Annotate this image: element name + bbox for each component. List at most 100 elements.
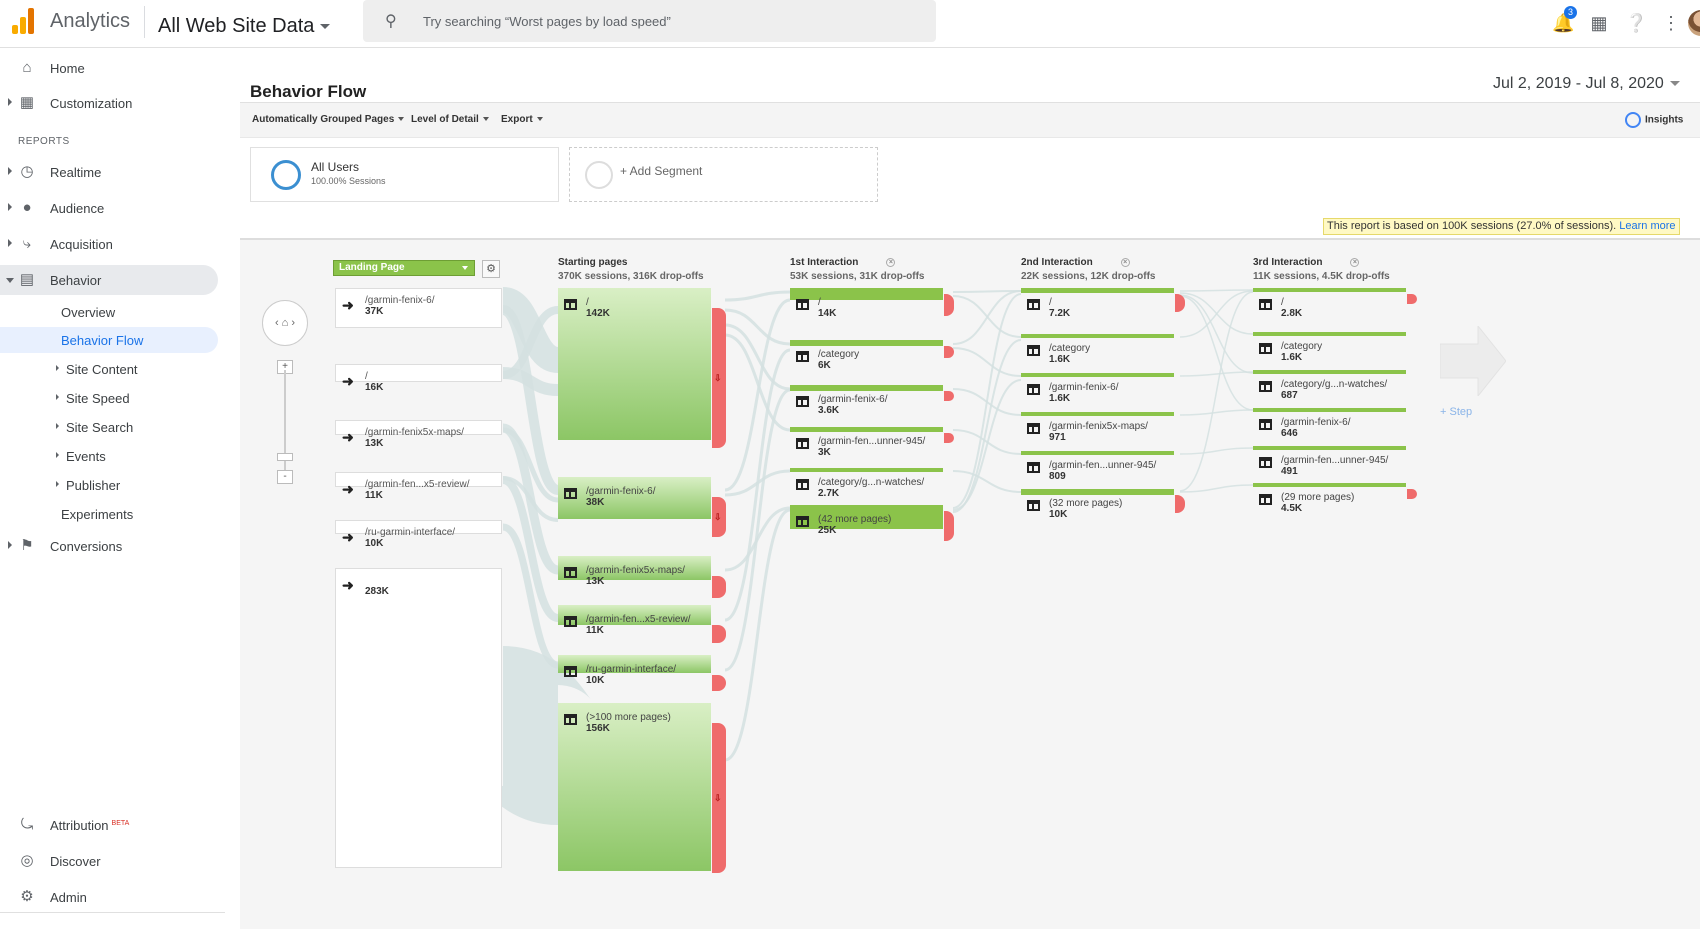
page-node[interactable]: (32 more pages) 10K (1021, 489, 1174, 523)
nav-attribution[interactable]: ⤿ Attribution BETA (0, 810, 218, 840)
pan-home-control[interactable]: ‹ ⌂ › (262, 300, 308, 346)
drop-off-bar[interactable] (712, 625, 726, 643)
page-node[interactable]: /garmin-fenix5x-maps/13K (558, 556, 711, 587)
page-node[interactable]: /142K (558, 288, 711, 440)
sub-events[interactable]: Events (0, 443, 218, 469)
close-icon[interactable]: × (886, 257, 896, 267)
page-node[interactable]: /garmin-fen...unner-945/3K (790, 427, 943, 461)
insights-button[interactable]: Insights (1625, 112, 1683, 128)
drop-off-bar[interactable]: ⇩ (712, 497, 726, 537)
apps-grid-icon[interactable]: ▦ (1590, 13, 1608, 33)
page-node[interactable]: /garmin-fenix5x-maps/971 (1021, 412, 1174, 446)
gear-icon[interactable]: ⚙ (482, 260, 500, 278)
close-icon[interactable]: × (1120, 257, 1130, 267)
page-node[interactable]: /category 6K (790, 340, 943, 374)
search-input[interactable] (423, 10, 923, 32)
sub-behavior-flow[interactable]: Behavior Flow (0, 327, 218, 353)
add-step-label[interactable]: + Step (1440, 406, 1473, 418)
nav-acquisition[interactable]: ⤷ Acquisition (0, 229, 218, 259)
drop-off-bar[interactable] (1175, 495, 1185, 513)
sub-site-speed[interactable]: Site Speed (0, 385, 218, 411)
drop-off-bar[interactable] (944, 391, 954, 401)
node-volume-bar (1021, 334, 1174, 338)
drop-off-bar[interactable] (1175, 294, 1185, 312)
page-node[interactable]: /7.2K (1021, 288, 1174, 322)
page-node[interactable]: /category 1.6K (1253, 332, 1406, 366)
sub-experiments[interactable]: Experiments (0, 501, 218, 527)
drop-off-bar[interactable] (712, 576, 726, 598)
zoom-out-button[interactable]: - (277, 470, 293, 484)
page-node[interactable]: /garmin-fenix-6/3.6K (790, 385, 943, 419)
sub-overview[interactable]: Overview (0, 299, 218, 325)
add-step-arrow-icon[interactable] (1440, 326, 1506, 396)
divider (144, 6, 145, 38)
date-range-picker[interactable]: Jul 2, 2019 - Jul 8, 2020 (1493, 75, 1680, 93)
sub-site-search[interactable]: Site Search (0, 414, 218, 440)
nav-home[interactable]: ⌂ Home (0, 53, 218, 83)
page-node[interactable]: /garmin-fenix-6/38K (558, 477, 711, 519)
drop-off-bar[interactable]: ⇩ (712, 723, 726, 873)
zoom-slider-knob[interactable] (277, 453, 293, 461)
page-node[interactable]: /14K (790, 288, 943, 322)
page-node[interactable]: /category/g...n-watches/687 (1253, 370, 1406, 404)
landing-page-node[interactable]: ➜ /garmin-fenix-6/37K (335, 288, 502, 328)
drop-off-bar[interactable]: ⇩ (712, 308, 726, 448)
page-node[interactable]: /garmin-fen...unner-945/809 (1021, 451, 1174, 485)
sub-site-content[interactable]: Site Content (0, 356, 218, 382)
close-icon[interactable]: × (1350, 257, 1360, 267)
nav-behavior[interactable]: ▤ Behavior (0, 265, 218, 295)
nav-customization[interactable]: ▦ Customization (0, 88, 218, 118)
avatar[interactable] (1688, 10, 1700, 36)
help-icon[interactable]: ❔ (1625, 13, 1648, 33)
page-node[interactable]: (29 more pages) 4.5K (1253, 483, 1406, 517)
nav-conversions[interactable]: ⚑ Conversions (0, 531, 218, 561)
page-node[interactable]: /garmin-fenix-6/1.6K (1021, 373, 1174, 407)
export-dropdown[interactable]: Export (501, 114, 543, 125)
zoom-slider-track[interactable] (284, 370, 286, 470)
analytics-logo-icon[interactable] (10, 8, 36, 34)
page-node[interactable]: /2.8K (1253, 288, 1406, 322)
page-node-sessions: 687 (1281, 390, 1298, 401)
drop-off-bar[interactable] (944, 294, 954, 316)
page-node-name: / (818, 297, 821, 308)
landing-page-node[interactable]: ➜ /garmin-fen...x5-review/11K (335, 472, 502, 501)
more-vert-icon[interactable]: ⋮ (1662, 13, 1680, 33)
nav-discover[interactable]: ◎ Discover (0, 846, 218, 876)
page-node[interactable]: /garmin-fen...unner-945/491 (1253, 446, 1406, 480)
nav-audience[interactable]: ● Audience (0, 193, 218, 223)
search-box[interactable]: ⚲ (363, 0, 936, 42)
drop-off-bar[interactable] (944, 346, 954, 358)
drop-off-bar[interactable] (1407, 489, 1417, 499)
nav-admin[interactable]: ⚙ Admin (0, 882, 218, 912)
level-of-detail-dropdown[interactable]: Level of Detail (411, 114, 489, 125)
landing-page-node[interactable]: ➜ /ru-garmin-interface/10K (335, 520, 502, 549)
grouped-pages-dropdown[interactable]: Automatically Grouped Pages (252, 114, 405, 125)
page-node[interactable]: (42 more pages) 25K (790, 505, 943, 539)
drop-off-bar[interactable] (944, 433, 954, 443)
page-node[interactable]: /category/g...n-watches/2.7K (790, 468, 943, 502)
page-node[interactable]: /garmin-fen...x5-review/11K (558, 605, 711, 636)
page-node[interactable]: /garmin-fenix-6/646 (1253, 408, 1406, 442)
landing-page-node[interactable]: ➜ /garmin-fenix5x-maps/13K (335, 420, 502, 449)
column-subtitle: 370K sessions, 316K drop-offs (558, 271, 704, 282)
page-node-name: /garmin-fen...unner-945/ (1281, 455, 1389, 466)
page-node[interactable]: (>100 more pages) 156K (558, 703, 711, 871)
landing-page-node[interactable]: ➜ 283K (335, 568, 502, 868)
page-group-icon (1259, 494, 1272, 505)
learn-more-link[interactable]: Learn more (1619, 220, 1676, 232)
drop-off-bar[interactable] (1407, 294, 1417, 304)
segment-all-users[interactable]: All Users 100.00% Sessions (250, 147, 559, 202)
landing-page-dimension-select[interactable]: Landing Page (333, 260, 475, 276)
property-selector[interactable]: All Web Site Data (158, 15, 331, 38)
add-segment-button[interactable]: + Add Segment (569, 147, 878, 202)
drop-off-bar[interactable] (712, 675, 726, 691)
drop-off-bar[interactable] (944, 511, 954, 541)
landing-page-node[interactable]: ➜ /16K (335, 364, 502, 393)
notifications-bell-icon[interactable]: 🔔 3 (1552, 6, 1577, 34)
page-node[interactable]: /category 1.6K (1021, 334, 1174, 368)
behavior-flow-canvas[interactable]: ‹ ⌂ › + - Landing Page ⚙ ➜/garmin-fenix-… (240, 238, 1700, 929)
page-node[interactable]: /ru-garmin-interface/10K (558, 655, 711, 686)
page-node-name: /ru-garmin-interface/ (586, 664, 677, 675)
nav-realtime[interactable]: ◷ Realtime (0, 157, 218, 187)
sub-publisher[interactable]: Publisher (0, 472, 218, 498)
